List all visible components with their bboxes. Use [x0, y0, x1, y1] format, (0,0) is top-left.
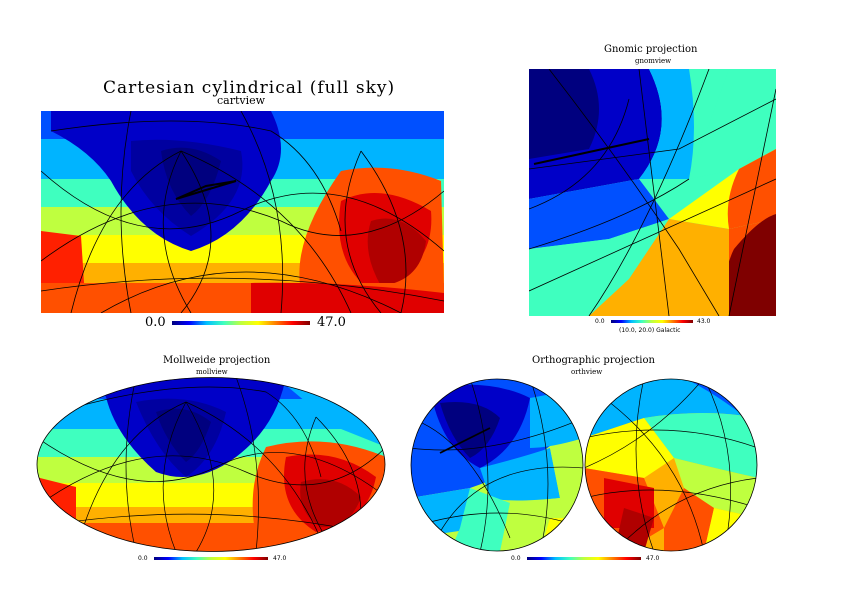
gnomview-title: Gnomic projection — [604, 44, 698, 55]
gnomview-coord-note: (10.0, 20.0) Galactic — [619, 327, 681, 334]
cartview-colorbar — [172, 321, 310, 325]
mollview-colorbar-max: 47.0 — [273, 555, 287, 562]
orthview-subtitle: orthview — [571, 368, 603, 376]
gnomview-colorbar-max: 43.0 — [697, 318, 711, 325]
orthview-colorbar-min: 0.0 — [511, 555, 521, 562]
cartview-subtitle: cartview — [217, 94, 266, 107]
mollview-colorbar — [154, 557, 268, 560]
cartview-map — [41, 111, 444, 313]
gnomview-subtitle: gnomview — [635, 57, 672, 65]
orthview-left-hemisphere — [410, 378, 584, 552]
mollview-subtitle: mollview — [196, 368, 228, 376]
mollview-title: Mollweide projection — [163, 355, 271, 366]
mollview-map — [36, 377, 386, 552]
gnomview-colorbar — [611, 320, 693, 323]
cartview-colorbar-max: 47.0 — [317, 315, 346, 330]
mollview-colorbar-min: 0.0 — [138, 555, 148, 562]
cartview-title: Cartesian cylindrical (full sky) — [103, 78, 396, 98]
gnomview-map — [529, 69, 776, 316]
orthview-colorbar — [527, 557, 641, 560]
orthview-title: Orthographic projection — [532, 355, 655, 366]
gnomview-colorbar-min: 0.0 — [595, 318, 605, 325]
orthview-colorbar-max: 47.0 — [646, 555, 660, 562]
orthview-right-hemisphere — [584, 378, 758, 552]
cartview-colorbar-min: 0.0 — [145, 315, 166, 330]
